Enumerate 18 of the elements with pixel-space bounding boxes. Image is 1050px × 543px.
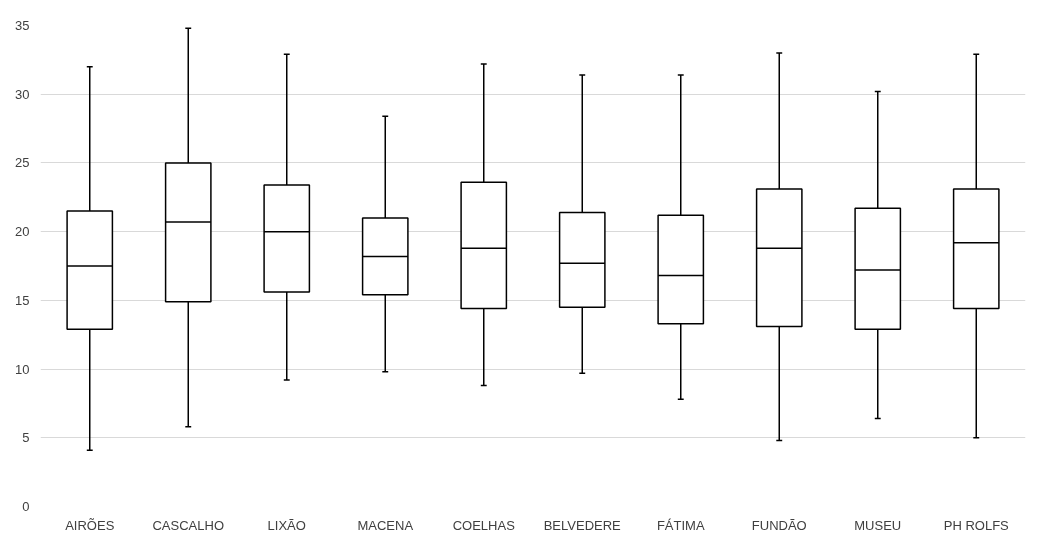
x-tick-label: MUSEU (854, 517, 902, 533)
x-tick-label: FUNDÃO (751, 517, 807, 533)
x-tick-label: AIRÕES (65, 517, 115, 533)
x-tick-label: FÁTIMA (656, 517, 705, 533)
x-tick-label: LIXÃO (267, 517, 306, 533)
x-tick-label: PH ROLFS (943, 517, 1010, 533)
x-tick-label: CASCALHO (152, 517, 225, 533)
x-tick-label: COELHAS (452, 517, 516, 533)
y-tick-label: 10 (15, 361, 30, 377)
y-tick-label: 30 (15, 86, 30, 102)
x-tick-label: MACENA (357, 517, 414, 533)
y-tick-label: 35 (15, 18, 30, 33)
y-tick-label: 15 (15, 292, 30, 308)
x-tick-label: BELVEDERE (543, 517, 622, 533)
y-tick-label: 25 (15, 155, 30, 171)
y-tick-label: 5 (22, 430, 30, 446)
y-tick-label: 20 (15, 224, 30, 240)
y-tick-label: 0 (22, 499, 30, 514)
